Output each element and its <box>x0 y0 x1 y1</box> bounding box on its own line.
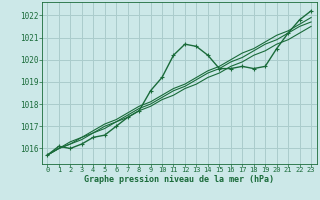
X-axis label: Graphe pression niveau de la mer (hPa): Graphe pression niveau de la mer (hPa) <box>84 175 274 184</box>
